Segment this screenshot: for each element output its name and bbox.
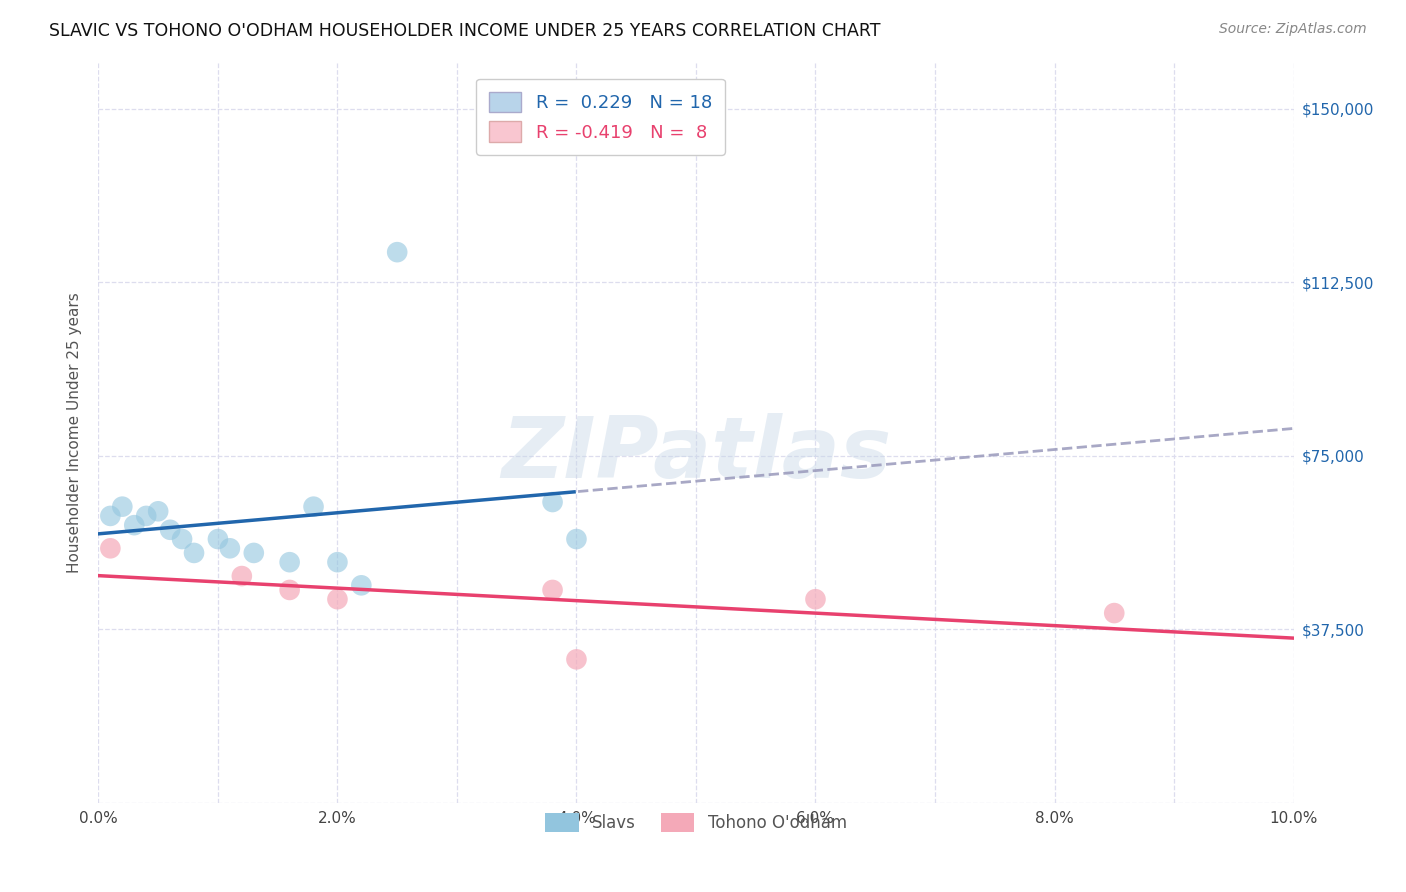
Point: [326, 555, 349, 569]
Point: [135, 508, 157, 523]
Point: [98, 508, 122, 523]
Point: [219, 541, 242, 556]
Text: ZIPatlas: ZIPatlas: [501, 413, 891, 496]
Point: [565, 532, 588, 546]
Point: [98, 541, 122, 556]
Point: [541, 582, 564, 597]
Point: [1104, 606, 1126, 620]
Point: [124, 518, 146, 533]
Legend: Slavs, Tohono O'odham: Slavs, Tohono O'odham: [538, 806, 853, 838]
Point: [350, 578, 373, 592]
Point: [172, 532, 194, 546]
Point: [278, 555, 301, 569]
Point: [243, 546, 266, 560]
Point: [385, 245, 409, 260]
Point: [183, 546, 205, 560]
Text: SLAVIC VS TOHONO O'ODHAM HOUSEHOLDER INCOME UNDER 25 YEARS CORRELATION CHART: SLAVIC VS TOHONO O'ODHAM HOUSEHOLDER INC…: [49, 22, 880, 40]
Y-axis label: Householder Income Under 25 years: Householder Income Under 25 years: [66, 293, 82, 573]
Point: [159, 523, 181, 537]
Point: [541, 495, 564, 509]
Point: [207, 532, 229, 546]
Point: [302, 500, 325, 514]
Text: Source: ZipAtlas.com: Source: ZipAtlas.com: [1219, 22, 1367, 37]
Point: [565, 652, 588, 666]
Point: [231, 569, 253, 583]
Point: [148, 504, 170, 518]
Point: [804, 592, 827, 607]
Point: [278, 582, 301, 597]
Point: [326, 592, 349, 607]
Point: [111, 500, 134, 514]
